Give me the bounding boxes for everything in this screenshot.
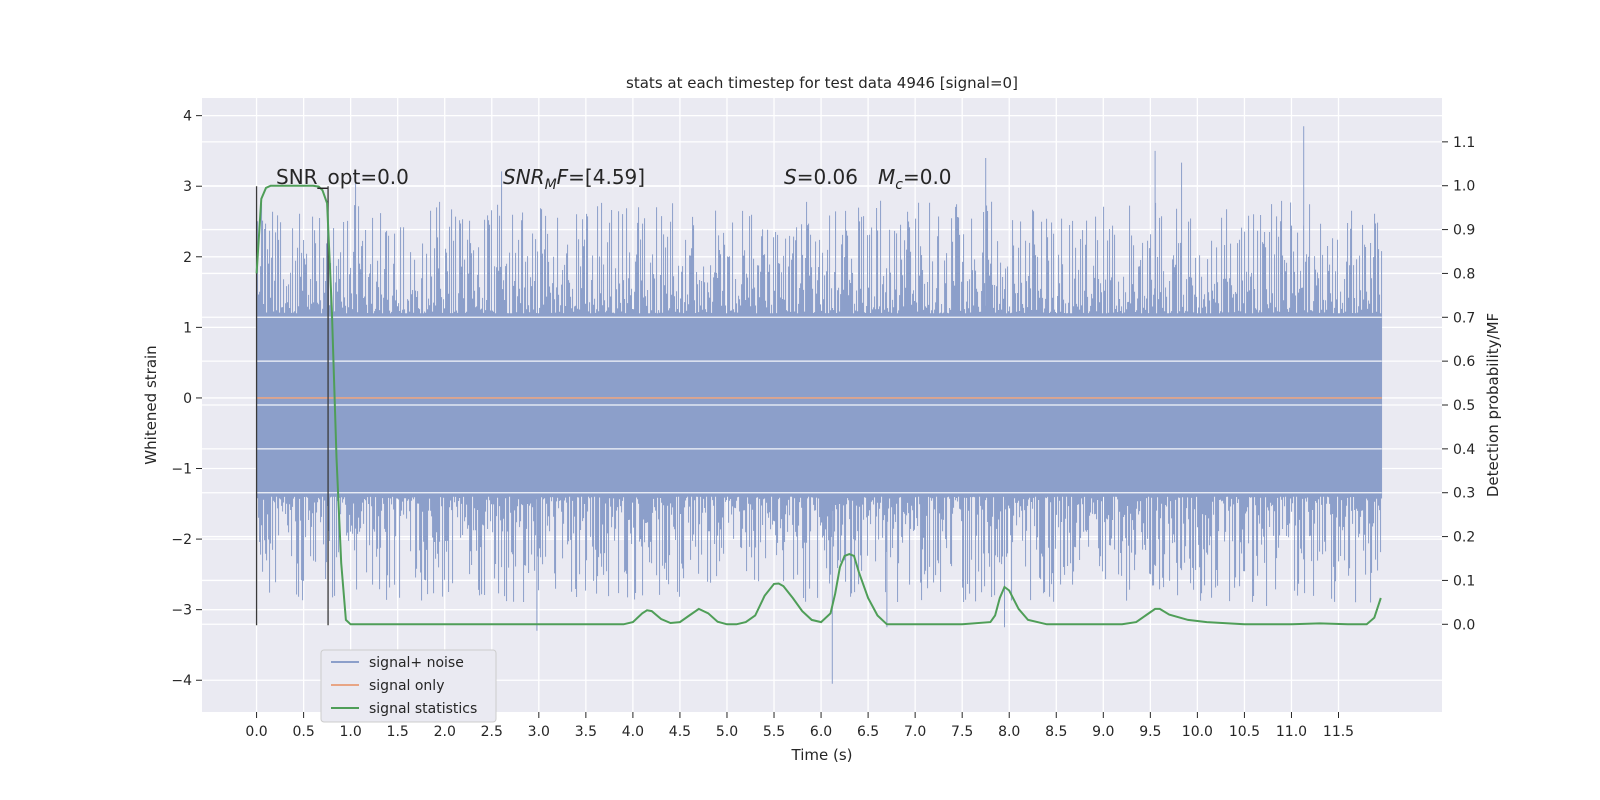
tick-label-y-right: 0.9 <box>1453 223 1475 239</box>
tick-label-x: 8.5 <box>1045 724 1067 740</box>
tick-label-x: 5.0 <box>716 724 738 740</box>
tick-label-y-right: 0.6 <box>1453 354 1475 370</box>
tick-label-y-left: −1 <box>171 462 192 478</box>
legend-label-signal-plus-noise: signal+ noise <box>369 655 464 671</box>
tick-label-y-right: 0.0 <box>1453 617 1475 633</box>
tick-label-y-right: 0.1 <box>1453 573 1475 589</box>
tick-label-x: 5.5 <box>763 724 785 740</box>
tick-label-x: 1.0 <box>340 724 362 740</box>
tick-label-y-left: −3 <box>171 603 192 619</box>
tick-label-x: 2.5 <box>481 724 503 740</box>
tick-label-x: 6.0 <box>810 724 832 740</box>
annotation-snr-mf-sub: M <box>545 177 557 193</box>
y-left-ticks: −4 −3 −2 −1 0 1 2 3 4 <box>171 109 202 689</box>
tick-label-y-right: 0.2 <box>1453 530 1475 546</box>
tick-label-y-right: 0.3 <box>1453 486 1475 502</box>
x-axis-label: Time (s) <box>791 746 853 764</box>
tick-label-x: 6.5 <box>857 724 879 740</box>
tick-label-y-left: 3 <box>183 179 192 195</box>
tick-label-y-left: 1 <box>183 320 192 336</box>
annotation-mc-rest: =0.0 <box>903 165 952 189</box>
chart-title: stats at each timestep for test data 494… <box>626 74 1018 92</box>
annotation-mc: Mc=0.0 <box>878 165 952 193</box>
annotation-mc-base: M <box>878 165 895 189</box>
tick-label-x: 10.5 <box>1229 724 1260 740</box>
series-signal-statistics <box>255 184 1382 626</box>
tick-label-x: 1.5 <box>387 724 409 740</box>
tick-label-x: 8.0 <box>998 724 1020 740</box>
tick-label-y-left: 4 <box>183 109 192 125</box>
tick-label-x: 7.0 <box>904 724 926 740</box>
tick-label-x: 2.0 <box>434 724 456 740</box>
y-right-ticks: 0.0 0.1 0.2 0.3 0.4 0.5 0.6 0.7 0.8 0.9 1.0 1.1 <box>1442 135 1475 633</box>
y-right-axis-label: Detection probability/MF <box>1484 313 1502 497</box>
annotation-s-italic: S <box>784 165 797 189</box>
tick-label-x: 9.5 <box>1139 724 1161 740</box>
tick-label-x: 11.5 <box>1323 724 1354 740</box>
tick-label-y-left: 2 <box>183 250 192 266</box>
tick-label-x: 10.0 <box>1182 724 1213 740</box>
tick-label-y-right: 0.5 <box>1453 398 1475 414</box>
legend-label-signal-only: signal only <box>369 678 444 694</box>
tick-label-y-right: 1.1 <box>1453 135 1475 151</box>
tick-label-x: 3.5 <box>575 724 597 740</box>
tick-label-x: 0.0 <box>245 724 267 740</box>
tick-label-y-left: −4 <box>171 673 192 689</box>
annotation-snr-opt: SNR_opt=0.0 <box>276 165 409 189</box>
tick-label-y-right: 0.7 <box>1453 310 1475 326</box>
tick-label-y-right: 1.0 <box>1453 179 1475 195</box>
annotation-mc-sub: c <box>895 177 903 193</box>
tick-label-x: 4.5 <box>669 724 691 740</box>
tick-label-x: 7.5 <box>951 724 973 740</box>
tick-label-y-left: 0 <box>183 391 192 407</box>
tick-label-y-left: −2 <box>171 532 192 548</box>
annotation-s-rest: =0.06 <box>797 165 858 189</box>
tick-label-x: 0.5 <box>292 724 314 740</box>
legend-label-signal-statistics: signal statistics <box>369 701 477 717</box>
x-ticks: 0.0 0.5 1.0 1.5 2.0 2.5 3.0 3.5 4.0 4.5 5.0 5.5 6.0 6… <box>245 712 1354 740</box>
legend-box <box>320 649 497 723</box>
y-left-axis-label: Whitened strain <box>142 345 160 464</box>
series-signal-plus-noise <box>256 126 1383 684</box>
tick-label-y-right: 0.8 <box>1453 266 1475 282</box>
annotation-snr-mf: SNRMF=[4.59] <box>503 165 645 193</box>
annotation-snr-mf-base: SNR <box>503 165 545 189</box>
tick-label-x: 11.0 <box>1276 724 1307 740</box>
tick-label-x: 9.0 <box>1092 724 1114 740</box>
tick-label-y-right: 0.4 <box>1453 442 1475 458</box>
annotation-snr-mf-italic-f: F <box>557 165 569 189</box>
legend: signal+ noise signal only signal statist… <box>320 649 497 723</box>
annotation-s-value: S=0.06 <box>784 165 858 189</box>
annotation-snr-mf-rest: =[4.59] <box>568 165 645 189</box>
tick-label-x: 4.0 <box>622 724 644 740</box>
tick-label-x: 3.0 <box>528 724 550 740</box>
